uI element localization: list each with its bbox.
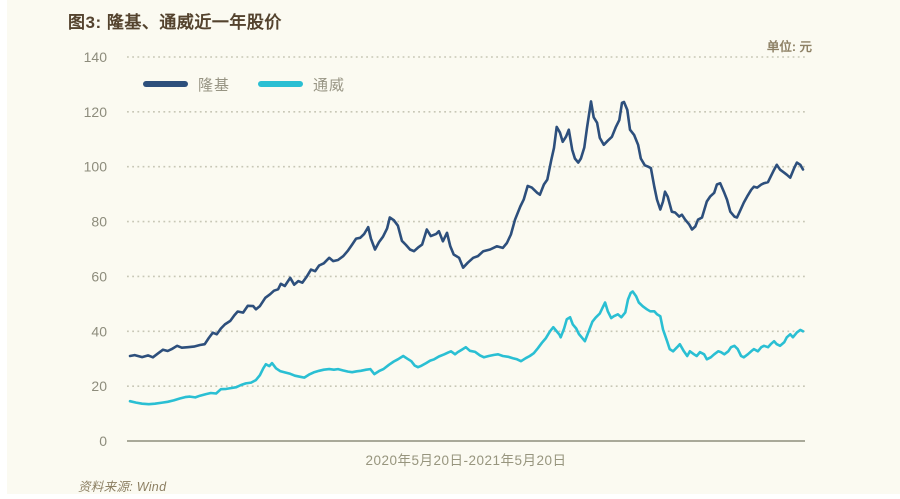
unit-label: 单位: 元 bbox=[766, 40, 812, 54]
longi-legend-swatch bbox=[143, 81, 188, 87]
longi-legend-label: 隆基 bbox=[198, 76, 231, 94]
source-label: 资料来源: Wind bbox=[78, 480, 167, 494]
tongwei-legend-swatch bbox=[258, 81, 304, 87]
y-tick-label-120: 120 bbox=[84, 104, 108, 120]
tongwei-series-line bbox=[128, 290, 805, 406]
y-tick-label-140: 140 bbox=[84, 49, 108, 65]
chart-title: 图3: 隆基、通威近一年股价 bbox=[68, 13, 282, 32]
y-tick-label-60: 60 bbox=[91, 268, 107, 284]
longi-series-line bbox=[128, 100, 805, 359]
y-tick-label-40: 40 bbox=[91, 323, 107, 339]
y-tick-label-20: 20 bbox=[91, 378, 107, 394]
tongwei-legend-label: 通威 bbox=[313, 76, 346, 94]
y-tick-label-100: 100 bbox=[84, 159, 108, 175]
chart-legend: 隆基 通威 bbox=[143, 77, 373, 94]
y-tick-label-0: 0 bbox=[99, 433, 107, 449]
x-axis-label: 2020年5月20日-2021年5月20日 bbox=[365, 453, 567, 468]
y-tick-label-80: 80 bbox=[91, 214, 107, 230]
